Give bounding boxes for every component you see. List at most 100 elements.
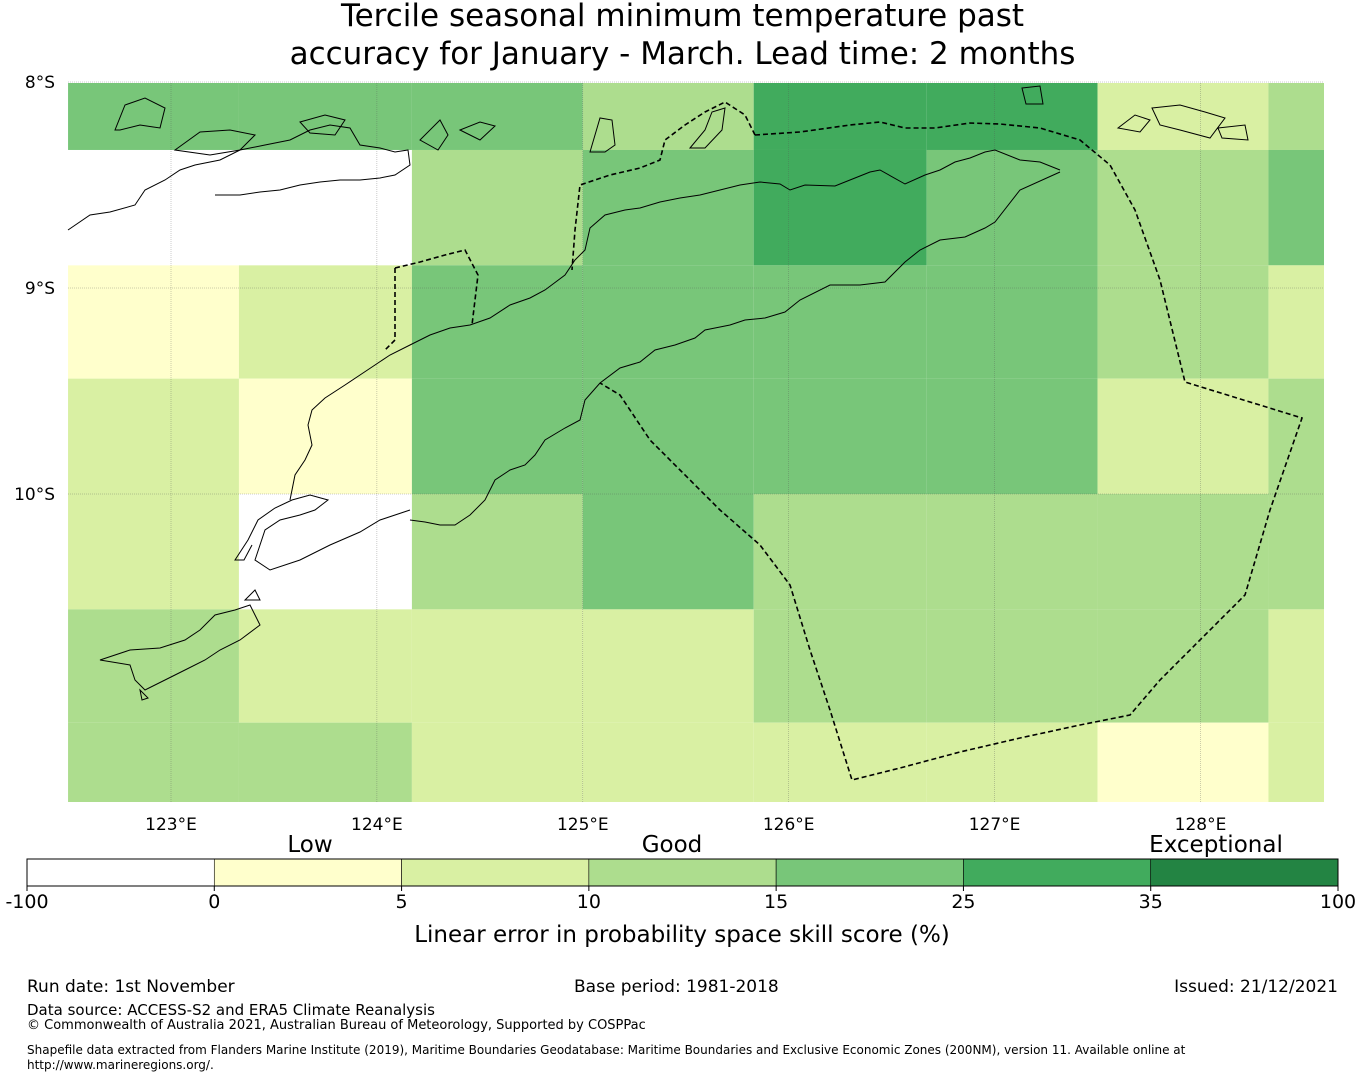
heatmap-cell	[68, 83, 239, 150]
heatmap-cell	[1268, 149, 1324, 266]
heatmap-cell	[582, 83, 754, 150]
heatmap-cell	[1097, 722, 1269, 802]
heatmap-cell	[238, 494, 412, 610]
colorbar-segment	[775, 858, 964, 887]
lat-tick-label: 8°S	[25, 73, 55, 93]
heatmap-cell	[238, 149, 412, 266]
lon-tick-label: 123°E	[145, 815, 197, 835]
eez-boundary-west	[384, 249, 479, 351]
heatmap-cell	[68, 265, 239, 379]
coastline-sumba-savu	[234, 494, 411, 571]
lon-tick-label: 127°E	[969, 815, 1021, 835]
colorbar-frame	[26, 858, 1339, 887]
heatmap-cell	[1097, 609, 1269, 723]
lon-tick-label: 124°E	[351, 815, 403, 835]
heatmap-cell	[582, 149, 754, 266]
colorbar-tick-label: 0	[208, 891, 220, 913]
colorbar-tick-label: 15	[764, 891, 788, 913]
heatmap-cell	[411, 265, 583, 379]
copyright: © Commonwealth of Australia 2021, Austra…	[27, 1018, 646, 1033]
chart-title-line2: accuracy for January - March. Lead time:…	[289, 36, 1076, 72]
heatmap-cell	[926, 609, 1098, 723]
shapefile-credit-line1: Shapefile data extracted from Flanders M…	[27, 1043, 1186, 1057]
heatmap-cell	[238, 83, 412, 150]
heatmap-cell	[1268, 722, 1324, 802]
chart-title-line1: Tercile seasonal minimum temperature pas…	[340, 0, 1025, 34]
base-period: Base period: 1981-2018	[574, 977, 779, 997]
heatmap-cell	[1097, 83, 1269, 150]
heatmap-cell	[926, 149, 1098, 266]
coastline-rote	[99, 589, 261, 701]
heatmap-cell	[1268, 609, 1324, 723]
colorbar-segment	[213, 858, 402, 887]
heatmap-cell	[238, 722, 412, 802]
lon-tick-label: 125°E	[557, 815, 609, 835]
heatmap-cell	[926, 494, 1098, 610]
coastline-timor	[409, 171, 1061, 526]
lat-tick-label: 10°S	[14, 485, 55, 505]
heatmap-cell	[411, 83, 583, 150]
heatmap-cell	[926, 722, 1098, 802]
colorbar-tick-label: 5	[396, 891, 408, 913]
colorbar-segment	[26, 858, 215, 887]
heatmap-cell	[753, 722, 927, 802]
colorbar-tick-label: -100	[5, 891, 48, 913]
heatmap-cell	[1097, 494, 1269, 610]
heatmap-cell	[1097, 378, 1269, 494]
heatmap-cell	[411, 149, 583, 266]
eez-boundary-east	[599, 121, 1304, 781]
heatmap-cell	[1268, 265, 1324, 379]
heatmap-cell	[1097, 265, 1269, 379]
coastline-flores	[67, 124, 411, 231]
colorbar-tick-label: 25	[951, 891, 975, 913]
issued-date: Issued: 21/12/2021	[1174, 977, 1338, 997]
heatmap-cell	[238, 265, 412, 379]
coastline-flores-islands	[114, 97, 497, 156]
heatmap-cell	[753, 83, 927, 150]
heatmap-cell	[238, 378, 412, 494]
coastline-north-islands	[1021, 85, 1249, 141]
colorbar-tick-label: 35	[1139, 891, 1163, 913]
heatmap-cell	[238, 609, 412, 723]
shapefile-credit-line2: http://www.marineregions.org/.	[27, 1058, 214, 1072]
run-date: Run date: 1st November	[27, 977, 235, 997]
colorbar-segment	[588, 858, 777, 887]
coastline-alor	[589, 117, 616, 153]
lon-tick-label: 128°E	[1175, 815, 1227, 835]
data-source: Data source: ACCESS-S2 and ERA5 Climate …	[27, 1001, 435, 1019]
heatmap-cell	[753, 378, 927, 494]
heatmap-cell	[1268, 494, 1324, 610]
lon-tick-label: 126°E	[763, 815, 815, 835]
heatmap-cell	[411, 609, 583, 723]
colorbar-segment	[1150, 858, 1339, 887]
heatmap-cell	[582, 494, 754, 610]
heatmap-cell	[68, 722, 239, 802]
heatmap-cell	[753, 265, 927, 379]
colorbar-tick-label: 100	[1320, 891, 1356, 913]
heatmap-cell	[753, 149, 927, 266]
heatmap-cell	[411, 494, 583, 610]
heatmap-cell	[1097, 149, 1269, 266]
colorbar-label-exceptional: Exceptional	[1149, 832, 1283, 858]
colorbar-label-good: Good	[642, 832, 703, 858]
heatmap-cell	[68, 609, 239, 723]
heatmap-cell	[68, 494, 239, 610]
heatmap-cell	[753, 609, 927, 723]
heatmap-cell	[582, 378, 754, 494]
skill-score-map: 123°E 124°E 125°E 126°E 127°E 128°E 8°S 9°S 10°S…	[5, 73, 1356, 948]
eez-boundary-north	[571, 101, 756, 271]
colorbar-label-low: Low	[287, 832, 332, 858]
heatmap-cell	[926, 265, 1098, 379]
heatmap-cell	[926, 378, 1098, 494]
colorbar-axis-label: Linear error in probability space skill …	[414, 922, 950, 948]
colorbar-tick-label: 10	[577, 891, 601, 913]
heatmap-cell	[411, 722, 583, 802]
colorbar-segment	[963, 858, 1152, 887]
heatmap-cell	[582, 609, 754, 723]
heatmap-cell	[1268, 83, 1324, 150]
coastline-timor-north	[289, 149, 1061, 501]
heatmap-cell	[68, 378, 239, 494]
heatmap-cell	[753, 494, 927, 610]
heatmap-cell	[411, 378, 583, 494]
colorbar-segment	[401, 858, 590, 887]
